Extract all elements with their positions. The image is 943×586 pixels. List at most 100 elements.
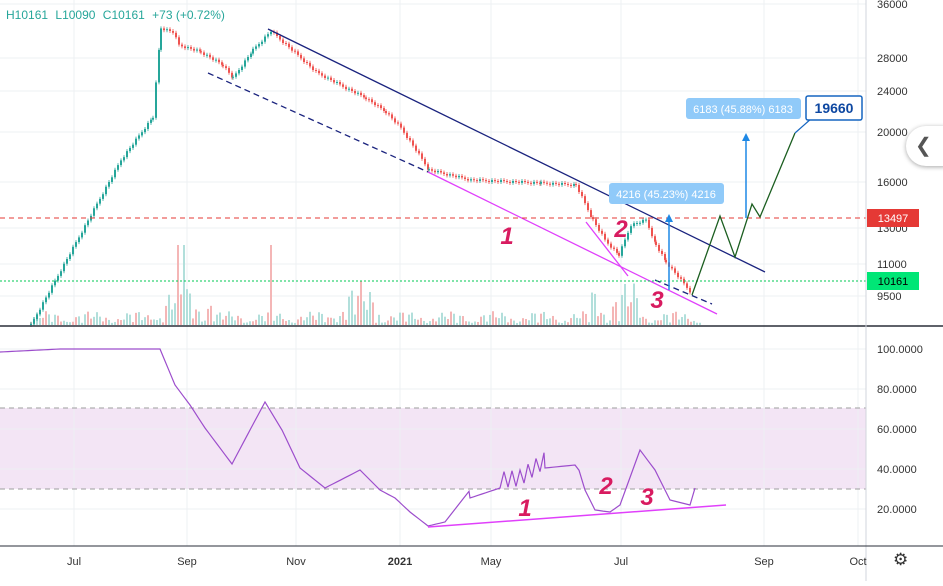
measure-arrow-2-head (742, 133, 750, 141)
time-label: Jul (67, 556, 81, 568)
candle-body (383, 108, 385, 111)
candle-body (636, 223, 638, 224)
candle-body (610, 243, 612, 248)
volume-bar (696, 322, 698, 325)
candle-body (360, 92, 362, 96)
candle-body (190, 47, 192, 49)
volume-bar (459, 315, 461, 325)
volume-bar (522, 318, 524, 325)
candle-body (312, 66, 314, 70)
candle-body (72, 246, 74, 255)
trendline-lower-dashed (207, 72, 429, 173)
candle-body (674, 268, 676, 273)
price-tick: 9500 (877, 291, 901, 303)
volume-bar (339, 316, 341, 325)
volume-bar (72, 321, 74, 325)
volume-bar (90, 318, 92, 325)
volume-bar (330, 317, 332, 325)
volume-bar (342, 311, 344, 325)
volume-bar (75, 317, 77, 325)
volume-bar (372, 302, 374, 325)
target-callout-label: 19660 (815, 100, 854, 116)
volume-bar (60, 321, 62, 325)
candle-body (491, 180, 493, 182)
measure-box-2 (686, 98, 801, 119)
candle-body (567, 183, 569, 185)
last-price-badge (867, 272, 919, 290)
candle-body (365, 97, 367, 100)
chevron-left-icon: ❮ (915, 135, 932, 157)
volume-bar (48, 314, 50, 325)
candle-body (330, 77, 332, 80)
candle-body (400, 123, 402, 128)
candle-body (69, 254, 71, 259)
candle-body (300, 54, 302, 59)
volume-bar (504, 316, 506, 325)
volume-bar (612, 306, 614, 325)
price-tick: 24000 (877, 86, 908, 98)
volume-bar (102, 321, 104, 325)
candle-body (371, 99, 373, 103)
candle-body (394, 118, 396, 123)
candle-body (57, 275, 59, 281)
candle-body (48, 292, 50, 298)
candle-body (150, 119, 152, 123)
volume-bar (111, 322, 113, 325)
candle-body (238, 70, 240, 74)
volume-bar (369, 292, 371, 325)
volume-bar (507, 322, 509, 325)
candle-body (120, 160, 122, 166)
volume-bar (309, 311, 311, 325)
measure-label-2: 6183 (45.88%) 6183 (693, 104, 793, 116)
volume-bar (390, 316, 392, 325)
candle-body (181, 44, 183, 47)
volume-bar (384, 322, 386, 325)
volume-bar (387, 320, 389, 325)
volume-bar (120, 320, 122, 325)
volume-bar (456, 322, 458, 325)
projection-path (691, 132, 796, 296)
last-price-badge-label: 10161 (878, 276, 909, 288)
volume-bar (291, 322, 293, 325)
volume-bar (582, 311, 584, 325)
volume-bar (477, 321, 479, 325)
volume-bar (306, 317, 308, 325)
price-wave-1: 1 (500, 223, 513, 250)
candle-body (427, 164, 429, 170)
candle-body (485, 180, 487, 182)
wedge-line (585, 221, 629, 277)
price-wave-3: 3 (650, 287, 664, 314)
candle-body (464, 177, 466, 179)
rsi-support-line (427, 504, 727, 528)
scroll-back-button[interactable]: ❮ (906, 126, 943, 166)
candle-body (261, 41, 263, 45)
volume-bar (195, 309, 197, 325)
candle-body (363, 95, 365, 98)
candle-body (654, 236, 656, 242)
target-callout-box (805, 95, 863, 121)
time-label: Jul (614, 556, 628, 568)
volume-bar (678, 319, 680, 325)
candle-body (434, 170, 436, 173)
volume-bar (162, 322, 164, 325)
gear-icon[interactable]: ⚙ (893, 550, 909, 569)
candle-body (555, 182, 557, 184)
candle-body (409, 138, 411, 141)
volume-bar (231, 316, 233, 325)
volume-bar (81, 322, 83, 325)
volume-bar (87, 311, 89, 325)
volume-bar (465, 321, 467, 325)
candle-body (345, 86, 347, 90)
volume-bar (363, 301, 365, 325)
volume-bar (516, 322, 518, 325)
candle-body (446, 173, 448, 176)
volume-bar (483, 315, 485, 325)
price-series (30, 26, 691, 327)
volume-bar (351, 290, 353, 325)
candle-body (339, 82, 341, 85)
candle-body (575, 184, 577, 186)
legend-close: C10161 (102, 8, 145, 22)
candle-body (421, 153, 423, 159)
candle-body (412, 140, 414, 146)
